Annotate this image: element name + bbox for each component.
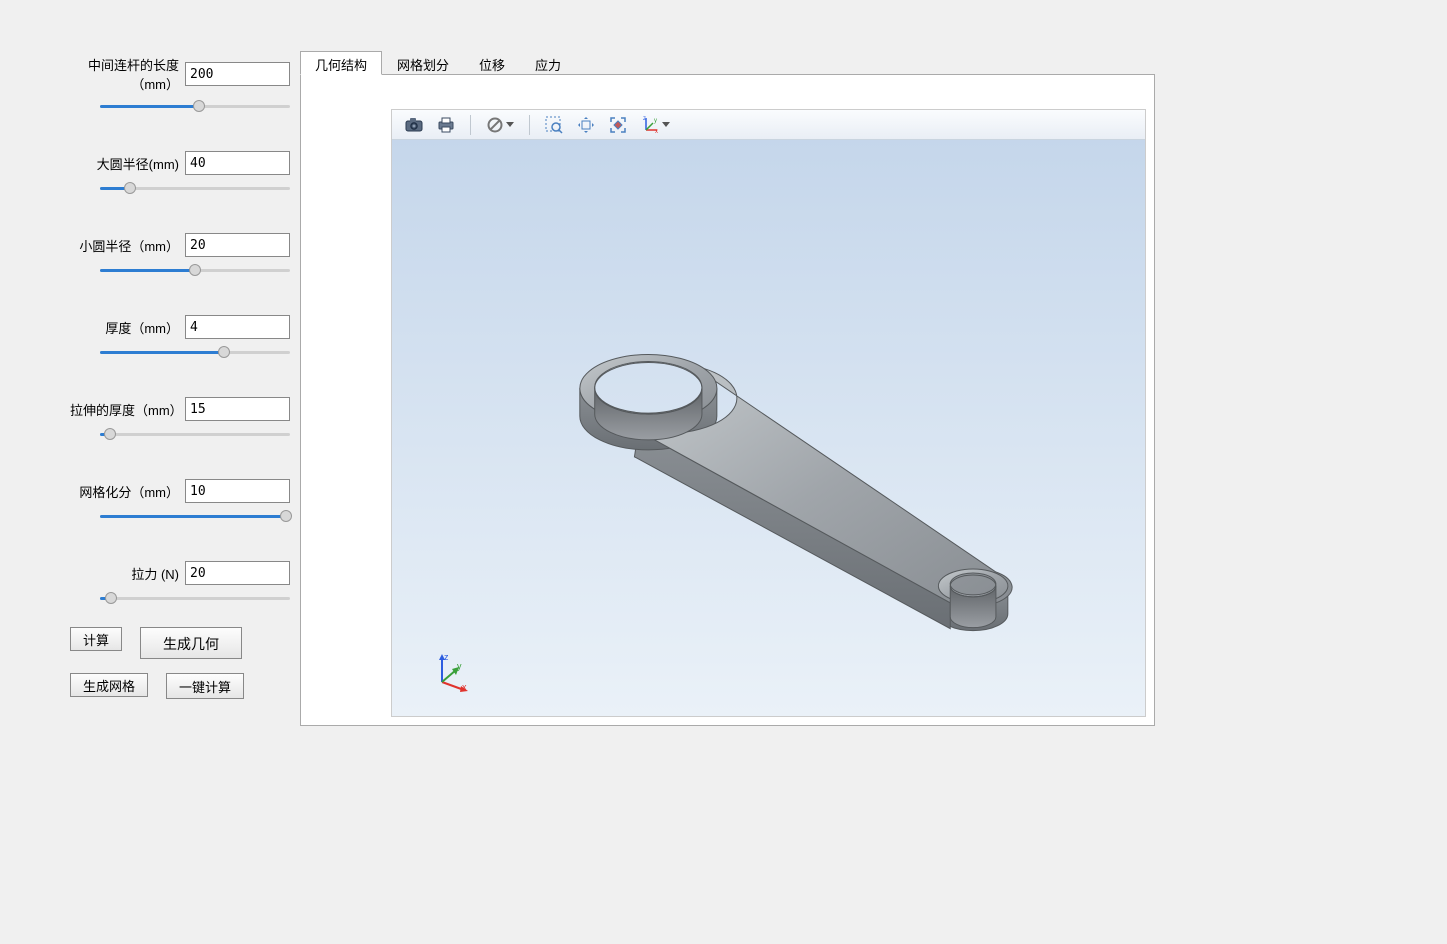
big-radius-slider[interactable] <box>100 179 290 199</box>
svg-text:x: x <box>462 682 467 692</box>
param-group-thickness: 厚度（mm） <box>70 315 290 363</box>
button-row-1: 计算 生成几何 <box>70 627 290 659</box>
axis-triad: z y x <box>430 652 470 692</box>
generate-mesh-button[interactable]: 生成网格 <box>70 673 148 697</box>
svg-text:y: y <box>457 661 462 671</box>
thickness-input[interactable] <box>185 315 290 339</box>
generate-geometry-button[interactable]: 生成几何 <box>140 627 242 659</box>
param-group-length: 中间连杆的长度（mm） <box>70 55 290 117</box>
svg-text:z: z <box>643 116 646 122</box>
param-group-big-radius: 大圆半径(mm) <box>70 151 290 199</box>
extrude-slider[interactable] <box>100 425 290 445</box>
viewer-area: 几何结构 网格划分 位移 应力 <box>300 50 1155 726</box>
model-canvas[interactable]: z y x <box>392 140 1145 716</box>
viewer-frame: yzx <box>300 74 1155 726</box>
param-label: 拉力 (N) <box>131 564 179 583</box>
small-radius-input[interactable] <box>185 233 290 257</box>
parameter-panel: 中间连杆的长度（mm） 大圆半径(mm) 小圆半径（mm） 厚度（mm） <box>70 55 290 713</box>
thickness-slider[interactable] <box>100 343 290 363</box>
svg-text:z: z <box>444 652 449 662</box>
connecting-rod-model <box>392 140 1145 716</box>
tab-bar: 几何结构 网格划分 位移 应力 <box>300 50 1155 74</box>
mesh-slider[interactable] <box>100 507 290 527</box>
chevron-down-icon <box>506 122 514 127</box>
tab-stress[interactable]: 应力 <box>520 51 576 75</box>
svg-text:y: y <box>654 118 657 124</box>
mesh-input[interactable] <box>185 479 290 503</box>
cancel-icon[interactable] <box>481 113 519 137</box>
tab-mesh[interactable]: 网格划分 <box>382 51 464 75</box>
param-label: 小圆半径（mm） <box>79 236 179 255</box>
param-label: 厚度（mm） <box>105 318 179 337</box>
viewer-3d[interactable]: yzx <box>391 109 1146 717</box>
tab-displacement[interactable]: 位移 <box>464 51 520 75</box>
print-icon[interactable] <box>432 113 460 137</box>
tab-geometry[interactable]: 几何结构 <box>300 51 382 75</box>
param-label: 拉伸的厚度（mm） <box>70 400 179 419</box>
one-click-compute-button[interactable]: 一键计算 <box>166 673 244 699</box>
param-group-extrude: 拉伸的厚度（mm） <box>70 397 290 445</box>
param-group-force: 拉力 (N) <box>70 561 290 609</box>
pan-icon[interactable] <box>572 113 600 137</box>
axis-icon[interactable]: y z x <box>636 113 674 137</box>
compute-button[interactable]: 计算 <box>70 627 122 651</box>
force-slider[interactable] <box>100 589 290 609</box>
fit-icon[interactable] <box>604 113 632 137</box>
extrude-input[interactable] <box>185 397 290 421</box>
param-label: 中间连杆的长度（mm） <box>70 55 179 93</box>
toolbar-separator <box>529 115 530 135</box>
toolbar-separator <box>470 115 471 135</box>
param-label: 网格化分（mm） <box>79 482 179 501</box>
camera-icon[interactable] <box>400 113 428 137</box>
svg-text:x: x <box>655 129 658 134</box>
length-slider[interactable] <box>100 97 290 117</box>
length-input[interactable] <box>185 62 290 86</box>
zoom-box-icon[interactable] <box>540 113 568 137</box>
viewer-toolbar: y z x <box>392 110 1145 140</box>
big-radius-input[interactable] <box>185 151 290 175</box>
param-label: 大圆半径(mm) <box>97 154 179 173</box>
chevron-down-icon <box>662 122 670 127</box>
param-group-small-radius: 小圆半径（mm） <box>70 233 290 281</box>
force-input[interactable] <box>185 561 290 585</box>
param-group-mesh: 网格化分（mm） <box>70 479 290 527</box>
small-radius-slider[interactable] <box>100 261 290 281</box>
button-row-2: 生成网格 一键计算 <box>70 673 290 699</box>
